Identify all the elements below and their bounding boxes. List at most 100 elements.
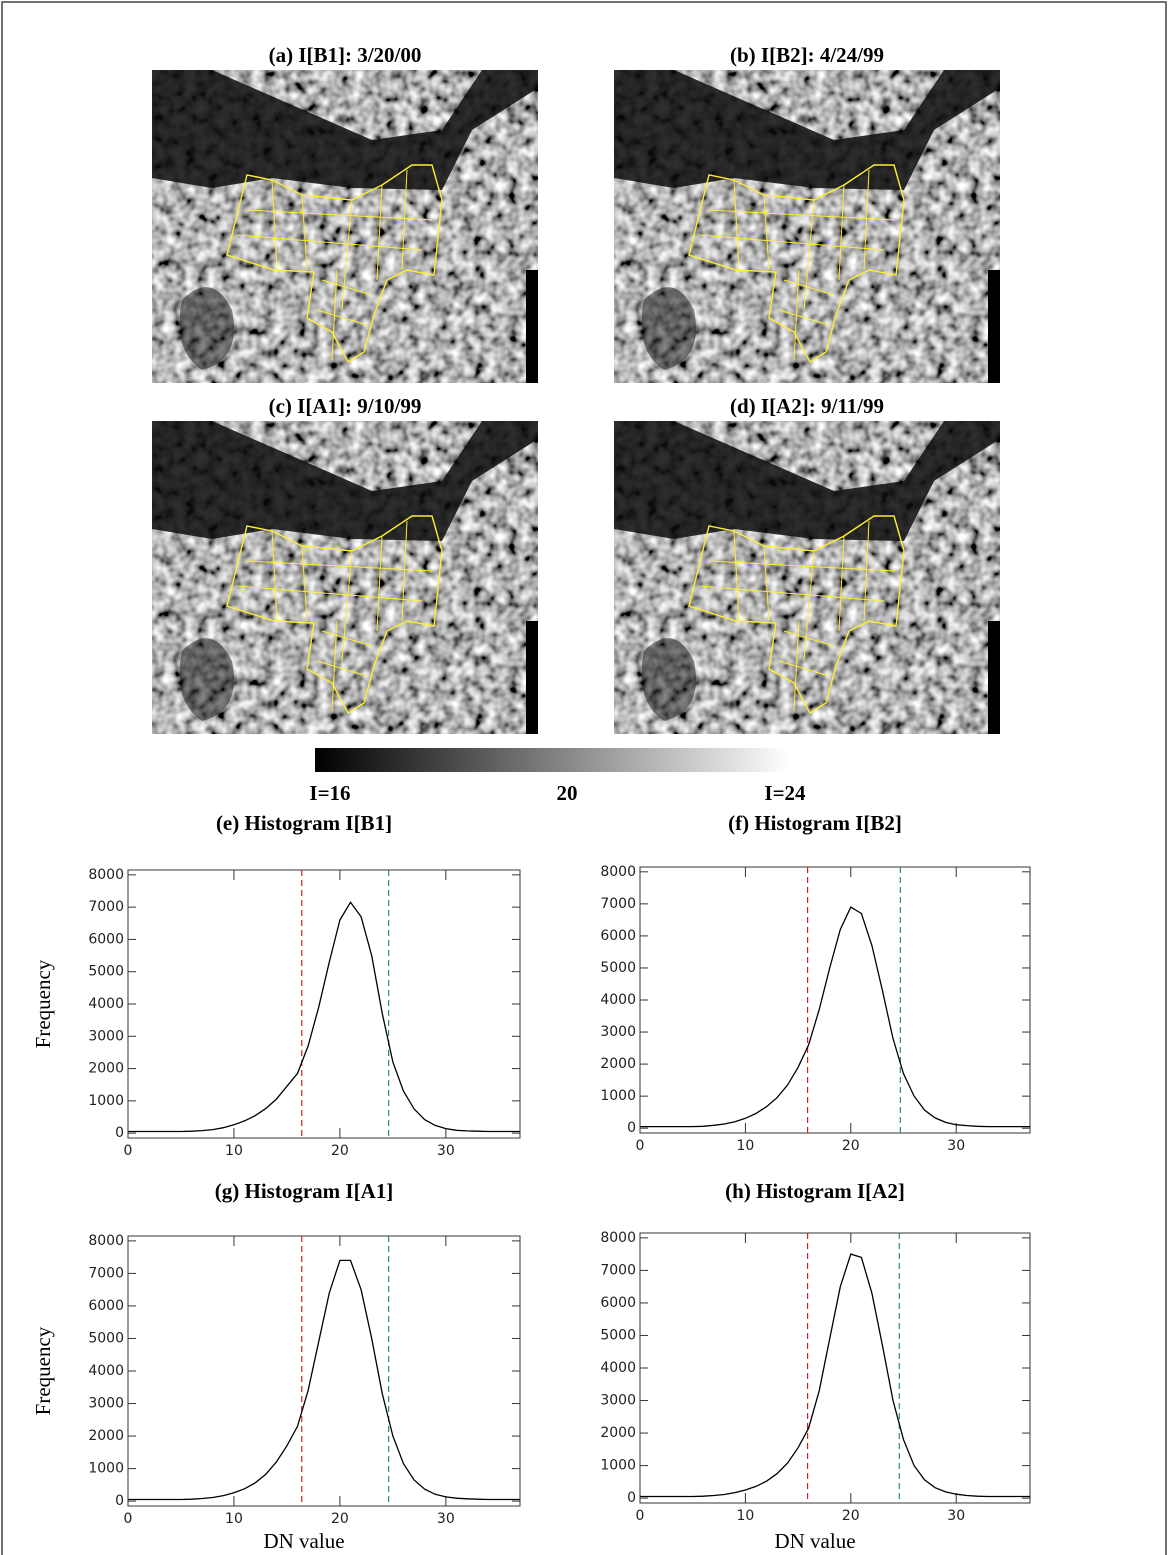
y-tick-label: 3000 — [600, 1024, 636, 1040]
x-tick-label: 30 — [947, 1138, 965, 1154]
x-tick-label: 10 — [736, 1138, 754, 1154]
x-tick-label: 20 — [842, 1138, 860, 1154]
district-outline — [688, 515, 905, 714]
x-tick-label: 0 — [636, 1508, 645, 1524]
y-tick-label: 3000 — [600, 1393, 636, 1409]
edge-strip — [526, 270, 538, 383]
x-tick-label: 0 — [636, 1138, 645, 1154]
y-tick-label: 3000 — [88, 1028, 124, 1044]
y-tick-label: 2000 — [88, 1428, 124, 1444]
y-axis-label: Frequency — [31, 1326, 55, 1415]
x-tick-label: 20 — [842, 1508, 860, 1524]
x-tick-label: 10 — [225, 1511, 243, 1527]
edge-strip — [988, 621, 1000, 734]
x-tick-label: 30 — [947, 1508, 965, 1524]
sar-image — [614, 70, 1000, 383]
x-tick-label: 30 — [437, 1511, 455, 1527]
x-axis-label: DN value — [263, 1529, 344, 1553]
y-tick-label: 1000 — [600, 1088, 636, 1104]
sar-image — [152, 421, 538, 734]
plot-frame — [127, 869, 521, 1139]
water-region — [152, 421, 538, 541]
colorbar-label: 20 — [557, 781, 578, 805]
district-lines — [236, 520, 433, 712]
y-tick-label: 7000 — [600, 896, 636, 912]
y-tick-label: 6000 — [600, 928, 636, 944]
plot-frame — [127, 1235, 521, 1507]
district-outline — [688, 164, 905, 363]
y-tick-label: 5000 — [600, 1327, 636, 1343]
y-tick-label: 7000 — [600, 1262, 636, 1278]
y-tick-label: 4000 — [600, 992, 636, 1008]
x-tick-label: 10 — [736, 1508, 754, 1524]
plot-frame — [639, 866, 1031, 1134]
y-tick-label: 1000 — [88, 1461, 124, 1477]
y-tick-label: 1000 — [600, 1458, 636, 1474]
y-tick-label: 8000 — [88, 867, 124, 883]
y-tick-label: 1000 — [88, 1093, 124, 1109]
edge-strip — [988, 270, 1000, 383]
y-tick-label: 8000 — [88, 1233, 124, 1249]
district-lines — [236, 169, 433, 361]
district-outline — [226, 515, 443, 714]
dark-patch — [179, 638, 234, 721]
chart-title: (g) Histogram I[A1] — [215, 1179, 393, 1203]
x-tick-label: 10 — [225, 1143, 243, 1159]
y-tick-label: 7000 — [88, 1265, 124, 1281]
y-tick-label: 0 — [115, 1125, 124, 1141]
y-tick-label: 2000 — [88, 1061, 124, 1077]
image-title: (c) I[A1]: 9/10/99 — [269, 394, 422, 418]
histogram-line — [128, 901, 520, 1133]
water-region — [614, 70, 1000, 190]
histogram-line — [128, 1259, 520, 1501]
y-tick-label: 6000 — [88, 931, 124, 947]
y-tick-label: 0 — [627, 1120, 636, 1136]
x-axis-label: DN value — [774, 1529, 855, 1553]
y-tick-label: 4000 — [88, 1363, 124, 1379]
colorbar-label: I=16 — [309, 781, 350, 805]
y-tick-label: 3000 — [88, 1396, 124, 1412]
y-tick-label: 8000 — [600, 864, 636, 880]
x-tick-label: 30 — [437, 1143, 455, 1159]
water-region — [152, 70, 538, 190]
district-lines — [698, 169, 895, 361]
y-tick-label: 8000 — [600, 1230, 636, 1246]
y-tick-label: 6000 — [88, 1298, 124, 1314]
y-tick-label: 2000 — [600, 1425, 636, 1441]
y-tick-label: 5000 — [88, 964, 124, 980]
dark-patch — [179, 287, 234, 370]
district-outline — [226, 164, 443, 363]
image-title: (a) I[B1]: 3/20/00 — [269, 43, 422, 67]
x-tick-label: 20 — [331, 1143, 349, 1159]
edge-strip — [526, 621, 538, 734]
histogram-line — [640, 906, 1030, 1128]
district-lines — [698, 520, 895, 712]
chart-title: (e) Histogram I[B1] — [216, 811, 392, 835]
sar-image — [152, 70, 538, 383]
water-region — [614, 421, 1000, 541]
x-tick-label: 0 — [124, 1511, 133, 1527]
y-tick-label: 4000 — [600, 1360, 636, 1376]
histogram-line — [640, 1253, 1030, 1498]
colorbar-label: I=24 — [764, 781, 806, 805]
y-tick-label: 0 — [115, 1493, 124, 1509]
x-tick-label: 0 — [124, 1143, 133, 1159]
y-tick-label: 5000 — [600, 960, 636, 976]
x-tick-label: 20 — [331, 1511, 349, 1527]
y-axis-label: Frequency — [31, 959, 55, 1048]
y-tick-label: 6000 — [600, 1295, 636, 1311]
y-tick-label: 0 — [627, 1490, 636, 1506]
chart-title: (h) Histogram I[A2] — [725, 1179, 905, 1203]
image-title: (d) I[A2]: 9/11/99 — [730, 394, 884, 418]
colorbar — [315, 748, 790, 772]
sar-image — [614, 421, 1000, 734]
dark-patch — [641, 638, 696, 721]
y-tick-label: 5000 — [88, 1330, 124, 1346]
image-title: (b) I[B2]: 4/24/99 — [730, 43, 884, 67]
y-tick-label: 2000 — [600, 1056, 636, 1072]
plot-frame — [639, 1232, 1031, 1504]
dark-patch — [641, 287, 696, 370]
y-tick-label: 4000 — [88, 996, 124, 1012]
